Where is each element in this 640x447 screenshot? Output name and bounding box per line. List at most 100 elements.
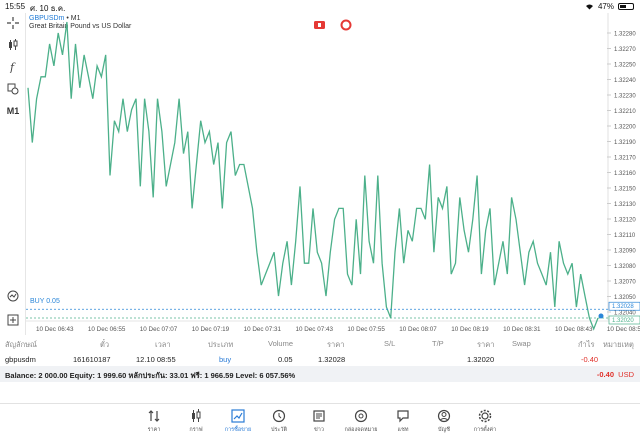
last-price-dot [598, 313, 604, 319]
y-tick-label: 1.32120 [614, 218, 636, 224]
y-tick-label: 1.32080 [614, 264, 636, 270]
y-tick-label: 1.32270 [614, 47, 636, 53]
chart-description: Great Britain Pound vs US Dollar [29, 23, 132, 30]
y-tick-label: 1.32280 [614, 32, 636, 38]
col-ticket[interactable]: ตั๋ว [100, 340, 110, 349]
one-click-trade-icons[interactable] [314, 19, 352, 31]
gear-icon [478, 409, 492, 423]
tab-mailbox[interactable]: กล่องจดหมาย [341, 409, 381, 434]
chart-toolbar: f M1 [0, 13, 26, 335]
col-sl[interactable]: S/L [384, 339, 396, 348]
chart-timeframe: • M1 [66, 15, 81, 22]
status-date: ศ. 10 ธ.ค. [30, 4, 66, 13]
y-tick-label: 1.32250 [614, 63, 636, 69]
row-time: 12.10 08:55 [136, 355, 176, 364]
flag-icon-detail [318, 23, 321, 27]
tab-history[interactable]: ประวัติ [259, 409, 299, 434]
status-right: 47% [585, 2, 634, 11]
status-time: 15:55 [5, 2, 26, 11]
col-symbol[interactable]: สัญลักษณ์ [5, 340, 38, 349]
col-price[interactable]: ราคา [327, 340, 345, 349]
x-tick-label: 10 Dec 07:43 [296, 326, 334, 333]
x-tick-label: 10 Dec 07:19 [192, 326, 230, 333]
objects-icon[interactable] [5, 81, 21, 97]
bottom-tab-bar: ราคา กราฟ การซื้อขาย ประวัติ ข่าว กล่องจ… [0, 403, 640, 447]
buy-line-label[interactable]: BUY 0.05 [30, 298, 60, 305]
col-time[interactable]: เวลา [155, 340, 171, 349]
y-tick-label: 1.32110 [614, 233, 636, 239]
wifi-icon [585, 4, 593, 10]
trade-chart-icon [231, 409, 245, 423]
tab-label: การตั้งค่า [473, 427, 497, 433]
positions-header: สัญลักษณ์ ตั๋ว เวลา ประเภท Volume ราคา S… [0, 337, 640, 350]
tab-chart[interactable]: กราฟ [176, 409, 216, 434]
row-profit: -0.40 [581, 355, 599, 364]
trade-icon[interactable] [5, 288, 21, 304]
row-type: buy [219, 355, 232, 364]
balance-currency: USD [618, 370, 634, 379]
bid-price-tag-box [608, 315, 640, 325]
buy-price-tag-box [608, 301, 640, 311]
row-price: 1.32028 [318, 355, 346, 364]
balance-text: Balance: 2 000.00 Equity: 1 999.60 หลักป… [5, 371, 296, 380]
x-tick-label: 10 Dec 06:43 [36, 326, 74, 333]
candles-icon[interactable] [5, 37, 21, 53]
tab-label: แชท [397, 427, 409, 433]
indicator-icon[interactable] [340, 19, 352, 31]
svg-text:f: f [9, 61, 16, 73]
y-tick-label: 1.32200 [614, 125, 636, 131]
tab-label: บัญชี [438, 427, 450, 433]
row-current-price: 1.32020 [467, 355, 495, 364]
y-tick-label: 1.32090 [614, 249, 636, 255]
tab-settings[interactable]: การตั้งค่า [465, 409, 505, 434]
x-tick-label: 10 Dec 07:31 [244, 326, 282, 333]
x-tick-label: 10 Dec 08:19 [451, 326, 489, 333]
timeframe-button[interactable]: M1 [6, 106, 20, 116]
y-tick-label: 1.32130 [614, 202, 636, 208]
row-symbol: gbpusdm [5, 355, 36, 364]
tab-news[interactable]: ข่าว [299, 409, 339, 434]
status-bar: 15:55 ศ. 10 ธ.ค. 47% [0, 0, 640, 13]
news-icon [313, 410, 325, 422]
x-tick-label: 10 Dec 07:55 [347, 326, 385, 333]
y-tick-label: 1.32040 [614, 311, 636, 317]
col-current-price[interactable]: ราคา [477, 340, 495, 349]
battery-icon [618, 3, 634, 10]
balance-profit: -0.40 [596, 370, 614, 379]
x-tick-label: 10 Dec 06:55 [88, 326, 126, 333]
chat-icon [397, 410, 409, 423]
tab-label: กล่องจดหมาย [344, 427, 378, 433]
y-tick-label: 1.32210 [614, 109, 636, 115]
y-tick-label: 1.32150 [614, 187, 636, 193]
x-tick-label: 10 Dec 08:31 [503, 326, 541, 333]
y-tick-label: 1.32190 [614, 140, 636, 146]
row-volume: 0.05 [278, 355, 293, 364]
x-tick-label: 10 Dec 08:43 [555, 326, 593, 333]
tab-chat[interactable]: แชท [383, 409, 423, 434]
chart-symbol: GBPUSDm [29, 15, 65, 22]
y-tick-label: 1.32240 [614, 78, 636, 84]
col-comment[interactable]: หมายเหตุ [603, 340, 634, 349]
tab-quotes[interactable]: ราคา [134, 409, 174, 434]
candles-icon [192, 409, 201, 422]
price-series-line [27, 21, 599, 331]
col-volume[interactable]: Volume [268, 339, 294, 348]
battery-percent: 47% [597, 2, 614, 11]
tab-label: การซื้อขาย [224, 427, 252, 433]
crosshair-icon[interactable] [5, 15, 21, 31]
col-profit[interactable]: กำไร [578, 340, 595, 349]
buy-price-tag: 1.32028 [612, 304, 634, 310]
x-tick-label: 10 Dec 08:07 [399, 326, 437, 333]
table-row[interactable]: gbpusdm 161610187 12.10 08:55 buy 0.05 1… [0, 353, 640, 366]
new-order-icon[interactable] [5, 312, 21, 328]
tab-trade[interactable]: การซื้อขาย [218, 409, 258, 434]
function-icon[interactable]: f [5, 59, 21, 75]
tab-label: กราฟ [189, 427, 203, 433]
col-swap[interactable]: Swap [512, 339, 531, 348]
col-type[interactable]: ประเภท [208, 340, 234, 349]
y-tick-label: 1.32160 [614, 171, 636, 177]
tab-account[interactable]: บัญชี [424, 409, 464, 434]
tab-label: ข่าว [314, 427, 324, 433]
price-chart[interactable]: 1.32280 1.32270 1.32250 1.32240 1.32230 1.322… [0, 0, 640, 335]
col-tp[interactable]: T/P [432, 339, 444, 348]
